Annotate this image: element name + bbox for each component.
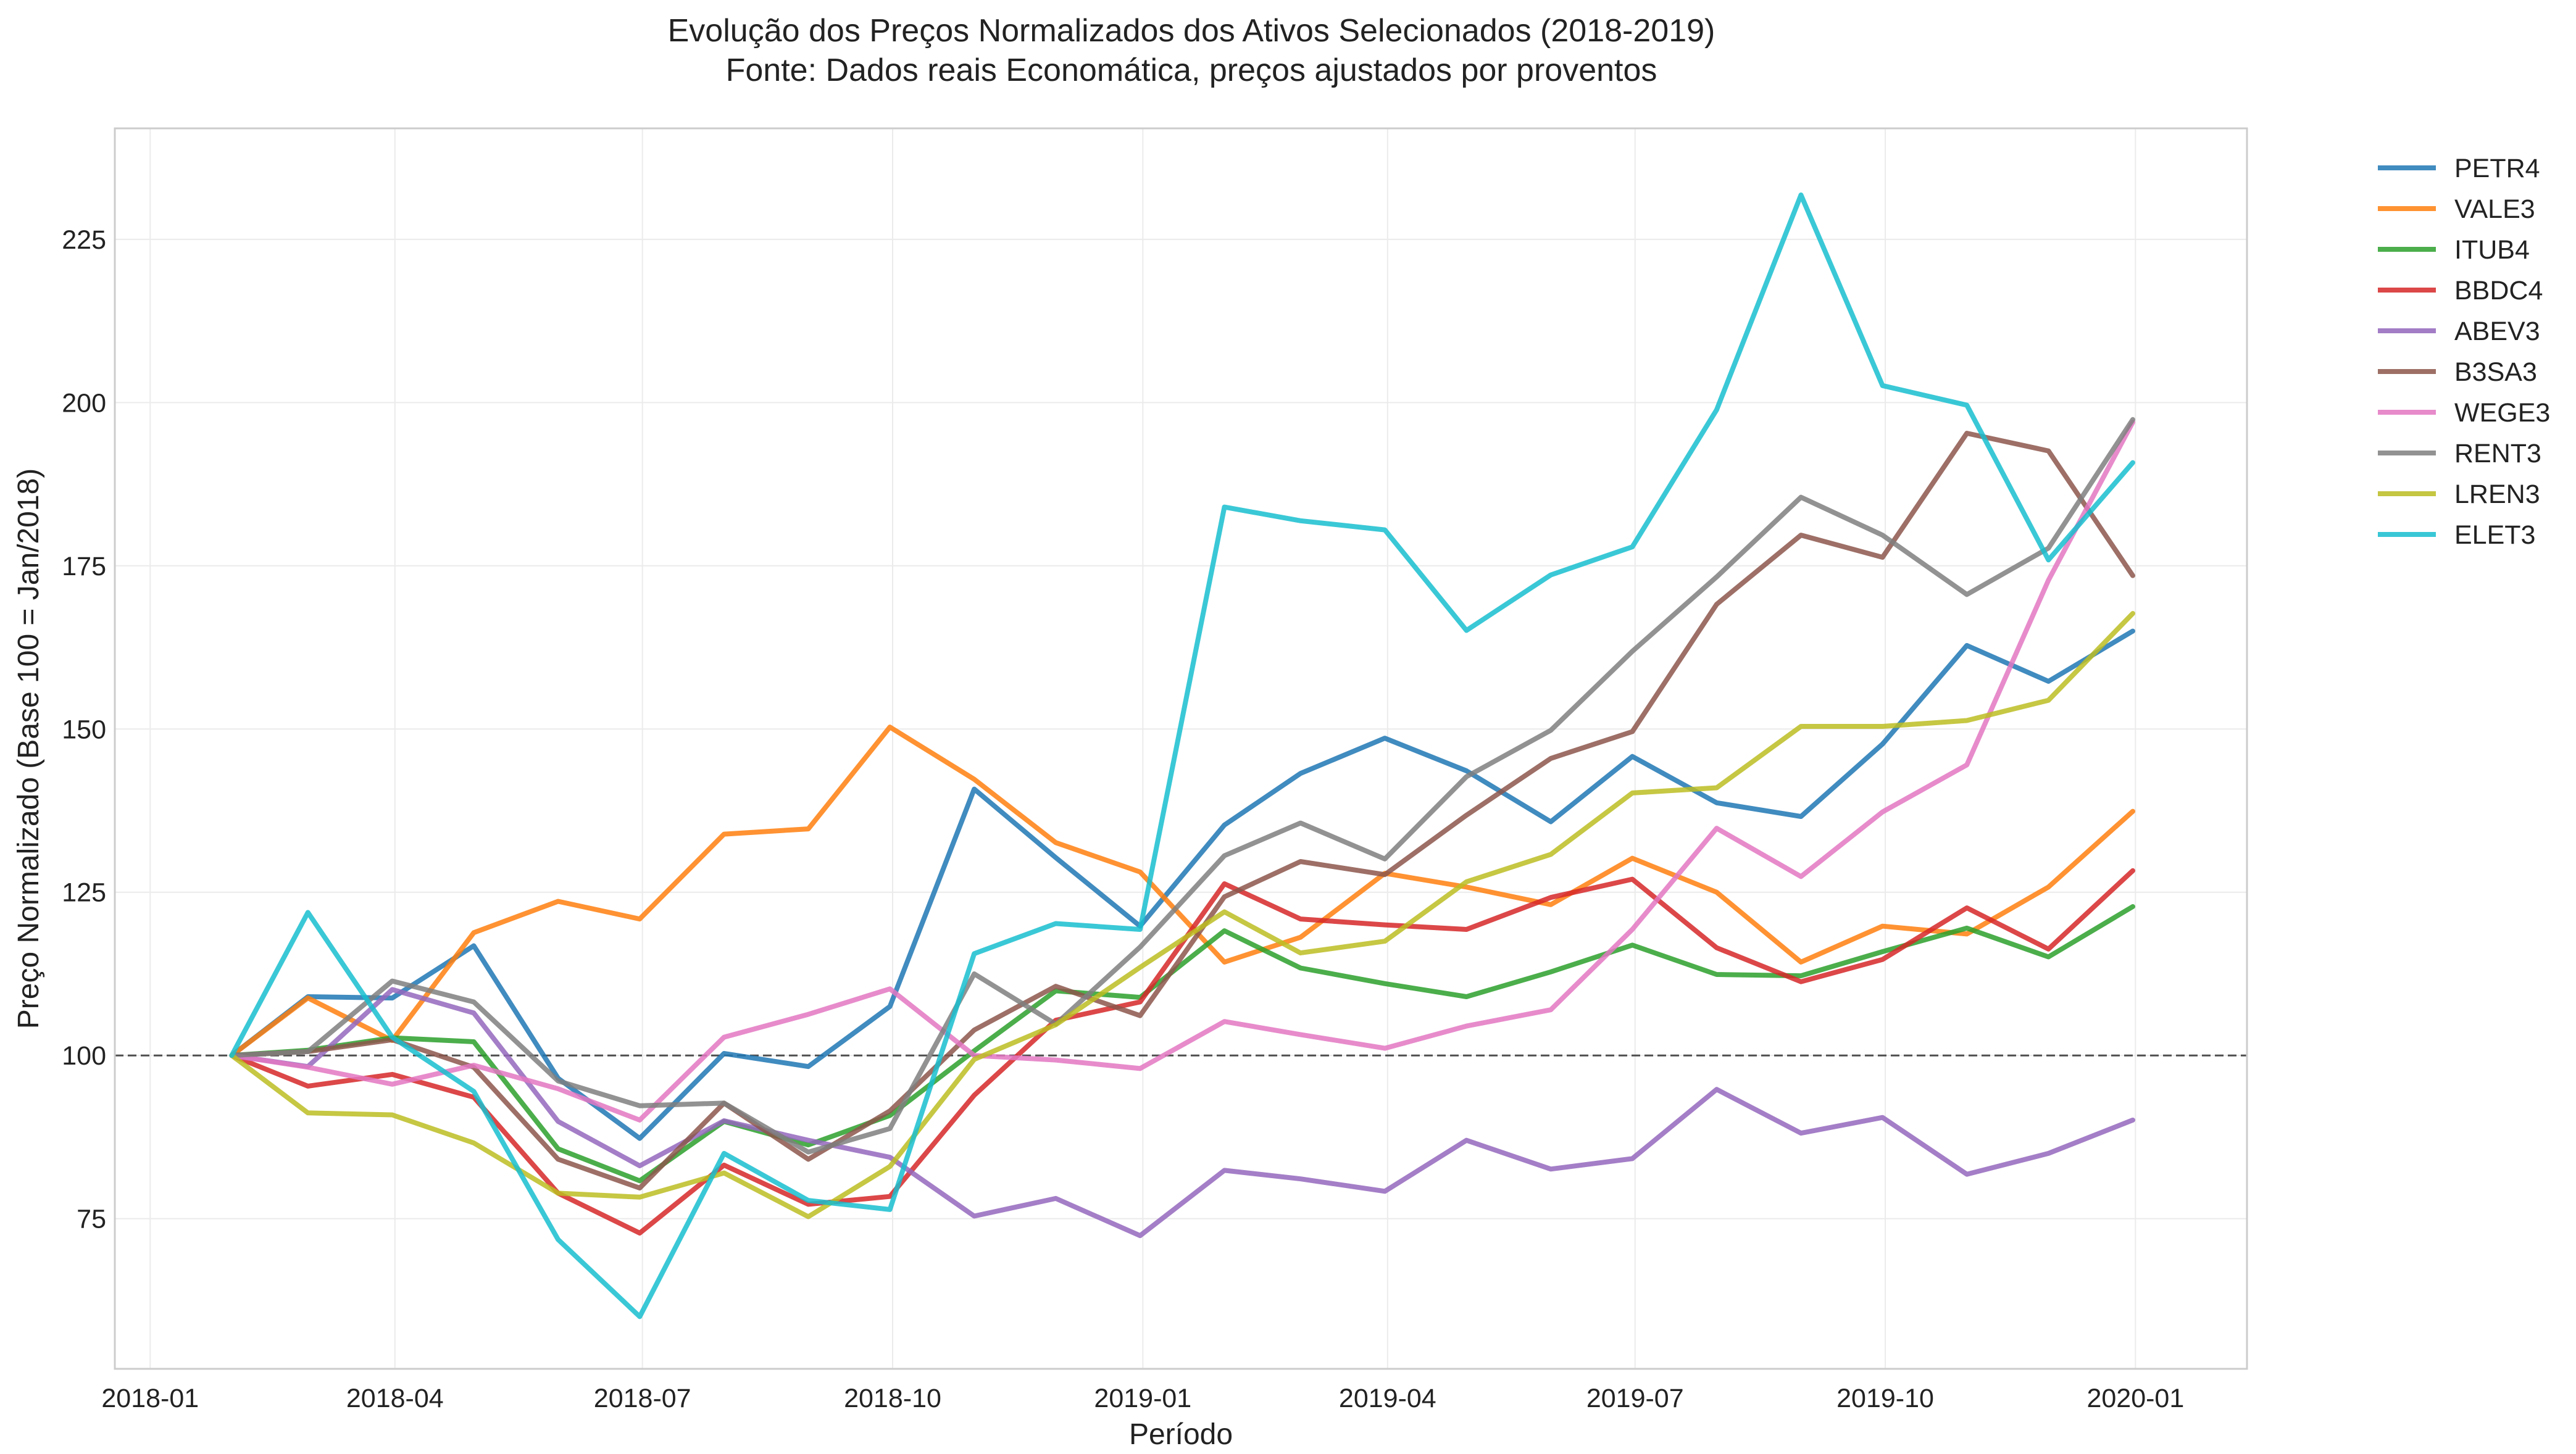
y-tick-label: 75 bbox=[77, 1205, 106, 1234]
x-tick-label: 2018-07 bbox=[594, 1384, 691, 1413]
y-axis-label: Preço Normalizado (Base 100 = Jan/2018) bbox=[12, 468, 45, 1029]
x-tick-label: 2018-10 bbox=[844, 1384, 941, 1413]
x-tick-label: 2019-07 bbox=[1586, 1384, 1684, 1413]
x-axis-label: Período bbox=[1129, 1418, 1233, 1451]
legend-label-vale3: VALE3 bbox=[2454, 194, 2535, 224]
series-line-elet3 bbox=[229, 192, 2135, 1319]
legend-label-b3sa3: B3SA3 bbox=[2454, 357, 2537, 387]
legend-label-wege3: WEGE3 bbox=[2454, 398, 2550, 428]
tick-labels: 2018-01 2018-04 2018-07 2018-10 2019-01 2019-… bbox=[62, 225, 2184, 1413]
legend-label-lren3: LREN3 bbox=[2454, 480, 2540, 509]
grid-lines bbox=[115, 128, 2247, 1369]
legend: PETR4 VALE3 ITUB4 BBDC4 ABEV3 B3SA3 WEGE3 RENT3… bbox=[2378, 154, 2550, 550]
x-tick-label: 2020-01 bbox=[2086, 1384, 2184, 1413]
x-tick-label: 2019-01 bbox=[1094, 1384, 1191, 1413]
series-line-wege3 bbox=[229, 420, 2135, 1123]
y-tick-label: 175 bbox=[62, 552, 106, 581]
legend-label-rent3: RENT3 bbox=[2454, 439, 2541, 468]
chart-title: Evolução dos Preços Normalizados dos Ati… bbox=[667, 13, 1715, 49]
series-layer bbox=[229, 192, 2135, 1319]
x-tick-label: 2018-01 bbox=[101, 1384, 199, 1413]
series-line-bbdc4 bbox=[229, 868, 2135, 1236]
y-tick-label: 225 bbox=[62, 225, 106, 255]
legend-label-petr4: PETR4 bbox=[2454, 154, 2540, 183]
series-line-abev3 bbox=[229, 987, 2135, 1239]
series-line-b3sa3 bbox=[229, 431, 2135, 1190]
legend-label-elet3: ELET3 bbox=[2454, 520, 2535, 550]
legend-label-bbdc4: BBDC4 bbox=[2454, 276, 2543, 305]
chart-subtitle: Fonte: Dados reais Economática, preços a… bbox=[725, 52, 1657, 88]
x-tick-label: 2019-04 bbox=[1339, 1384, 1436, 1413]
series-line-vale3 bbox=[229, 725, 2135, 1058]
y-tick-label: 200 bbox=[62, 388, 106, 418]
legend-label-abev3: ABEV3 bbox=[2454, 317, 2540, 346]
y-tick-label: 150 bbox=[62, 715, 106, 744]
series-line-itub4 bbox=[229, 904, 2135, 1184]
x-tick-label: 2019-10 bbox=[1836, 1384, 1934, 1413]
legend-label-itub4: ITUB4 bbox=[2454, 235, 2530, 265]
series-line-rent3 bbox=[229, 417, 2135, 1155]
series-line-petr4 bbox=[229, 628, 2135, 1141]
y-tick-label: 100 bbox=[62, 1041, 106, 1071]
series-line-lren3 bbox=[229, 611, 2135, 1219]
plot-area-frame bbox=[114, 127, 2248, 1370]
y-tick-label: 125 bbox=[62, 878, 106, 908]
x-tick-label: 2018-04 bbox=[346, 1384, 444, 1413]
